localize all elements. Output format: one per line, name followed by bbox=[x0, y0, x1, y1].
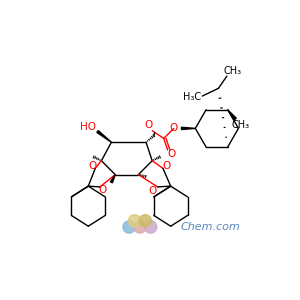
Text: H₃C: H₃C bbox=[183, 92, 201, 102]
Text: CH₃: CH₃ bbox=[223, 66, 242, 76]
Polygon shape bbox=[228, 110, 236, 120]
Text: O: O bbox=[163, 161, 171, 171]
Text: O: O bbox=[89, 161, 97, 171]
Circle shape bbox=[139, 214, 152, 227]
Polygon shape bbox=[182, 127, 195, 130]
Circle shape bbox=[134, 221, 146, 233]
Circle shape bbox=[145, 221, 157, 233]
Text: Chem.com: Chem.com bbox=[181, 222, 241, 232]
Circle shape bbox=[123, 221, 135, 233]
Text: O: O bbox=[98, 185, 106, 195]
Text: O: O bbox=[167, 149, 175, 159]
Text: O: O bbox=[149, 186, 157, 196]
Circle shape bbox=[128, 214, 141, 227]
Polygon shape bbox=[97, 130, 111, 142]
Text: CH₃: CH₃ bbox=[232, 120, 250, 130]
Text: HO: HO bbox=[80, 122, 96, 132]
Text: O: O bbox=[169, 123, 178, 134]
Text: O: O bbox=[144, 120, 152, 130]
Polygon shape bbox=[110, 175, 115, 183]
